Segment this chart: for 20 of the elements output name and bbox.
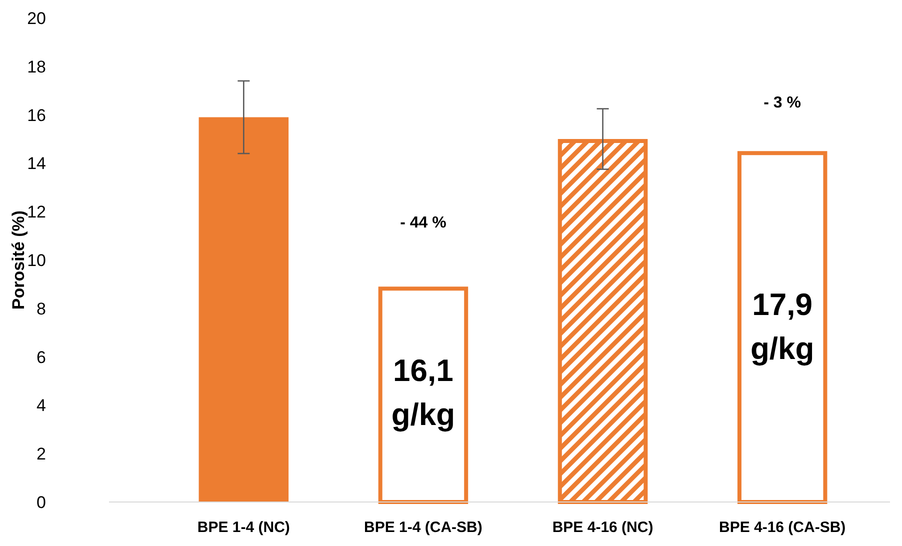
- y-tick-label: 18: [27, 57, 46, 76]
- y-tick-label: 2: [36, 444, 46, 464]
- y-tick-label: 8: [36, 299, 46, 318]
- y-tick-label: 20: [27, 8, 46, 28]
- y-tick-label: 6: [36, 348, 46, 367]
- annotation: 17,9 g/kg: [750, 286, 814, 366]
- annotation: 16,1 g/kg: [391, 352, 456, 432]
- y-axis-title: Porosité (%): [9, 210, 28, 310]
- y-tick-label: 10: [27, 250, 46, 270]
- y-tick-label: 14: [27, 154, 46, 174]
- x-tick-label: BPE 1-4 (NC): [197, 519, 290, 536]
- y-tick-label: 0: [36, 492, 46, 512]
- annotation: - 44 %: [400, 214, 446, 232]
- annotation: - 3 %: [764, 94, 802, 112]
- y-tick-label: 16: [27, 106, 46, 125]
- y-tick-label: 12: [27, 202, 46, 222]
- y-tick-label: 4: [36, 396, 46, 416]
- x-tick-label: BPE 1-4 (CA-SB): [364, 519, 482, 536]
- x-tick-label: BPE 4-16 (CA-SB): [718, 519, 846, 536]
- x-tick-label: BPE 4-16 (NC): [552, 519, 654, 536]
